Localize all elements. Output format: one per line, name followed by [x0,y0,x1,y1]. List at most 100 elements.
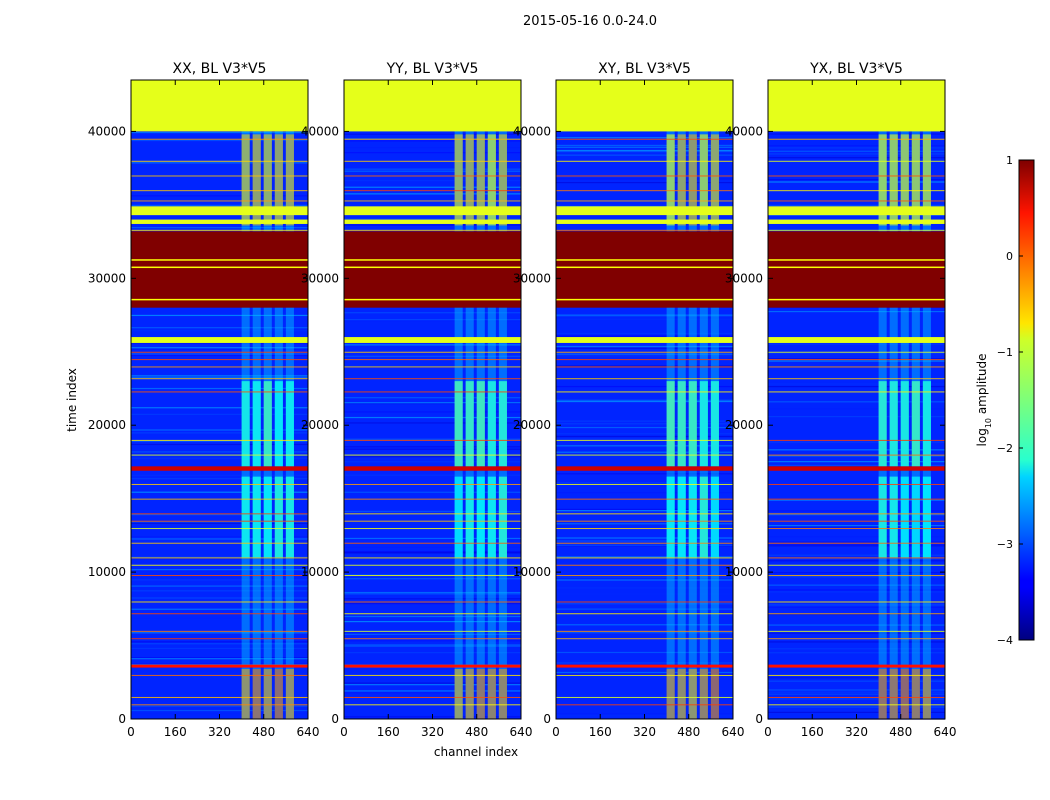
flag-line [131,138,308,140]
noise-row [344,510,521,513]
noise-row [556,420,733,422]
noise-row [556,523,733,525]
flag-line [768,601,945,603]
flag-line [344,266,521,269]
noise-row [556,674,733,676]
noise-row [556,544,733,546]
flag-line [556,378,733,380]
noise-row [768,641,945,643]
signal-column [454,80,463,719]
flag-line [131,520,308,522]
noise-row [556,318,733,320]
noise-row [344,133,521,135]
flag-line [131,483,308,485]
flag-line [131,175,308,177]
noise-row [344,591,521,594]
flag-line [344,259,521,261]
noise-row [344,690,521,692]
noise-row [556,314,733,316]
flag-line [768,513,945,515]
noise-row [131,663,308,665]
noise-row [344,632,521,634]
noise-row [768,464,945,467]
signal-block [666,669,675,719]
noise-row [556,482,733,484]
flag-line [556,366,733,368]
signal-block [878,476,887,558]
flag-line [131,498,308,500]
noise-row [556,435,733,438]
x-axis-label: channel index [434,745,518,759]
noise-row [556,399,733,401]
noise-row [768,706,945,708]
flag-line [344,359,521,361]
signal-block [677,134,686,226]
noise-row [344,402,521,404]
noise-row [344,633,521,635]
noise-row [131,342,308,344]
time-band [556,337,733,343]
flag-line [768,520,945,522]
signal-block [498,134,507,226]
noise-row [556,603,733,605]
flag-line [556,259,733,261]
noise-row [131,429,308,431]
flag-line [344,601,521,603]
noise-row [768,560,945,562]
signal-block [666,381,675,467]
noise-row [768,455,945,457]
noise-row [131,443,308,446]
signal-block [476,476,485,558]
noise-row [768,499,945,501]
flag-line [131,298,308,301]
flag-line [344,557,521,559]
time-band [556,206,733,216]
noise-row [768,614,945,616]
noise-row [131,597,308,599]
signal-column [688,80,697,719]
noise-row [131,314,308,317]
x-tick-label: 640 [297,725,320,739]
signal-block [922,381,931,467]
flag-line [131,630,308,632]
noise-row [131,491,308,493]
noise-row [344,474,521,476]
x-tick-label: 0 [764,725,772,739]
flag-line [556,483,733,485]
noise-row [556,451,733,453]
noise-row [768,591,945,593]
signal-column [252,80,261,719]
noise-row [131,522,308,524]
flag-line [556,391,733,393]
flag-line [768,564,945,566]
noise-row [131,139,308,142]
noise-row [556,144,733,147]
noise-row [131,432,308,434]
flag-line [344,160,521,162]
noise-row [556,345,733,348]
signal-column [889,80,898,719]
flag-line [768,200,945,202]
flag-line [556,359,733,361]
flag-line [131,601,308,603]
noise-row [344,448,521,450]
noise-row [768,441,945,443]
signal-block [498,381,507,467]
flag-line [344,391,521,393]
noise-row [768,711,945,713]
flag-line [768,190,945,192]
time-band [344,466,521,471]
noise-row [344,692,521,694]
noise-row [768,178,945,181]
noise-row [768,632,945,634]
noise-row [556,556,733,558]
x-tick-label: 0 [552,725,560,739]
flag-line [344,613,521,615]
signal-block [878,669,887,719]
signal-block [699,476,708,558]
signal-column [710,80,719,719]
flag-line [344,483,521,485]
time-band [768,80,945,132]
noise-row [131,536,308,538]
noise-row [131,556,308,558]
